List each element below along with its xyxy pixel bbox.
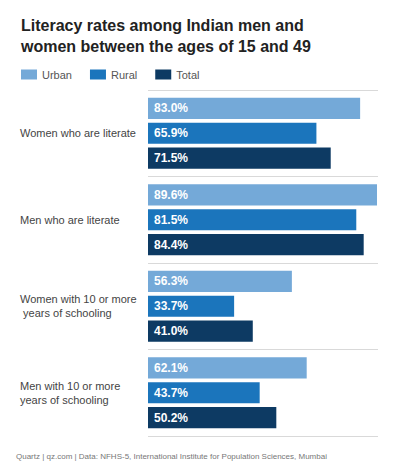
svg-text:Quartz | qz.com | Data: NFHS-5: Quartz | qz.com | Data: NFHS-5, Internat… bbox=[16, 452, 327, 461]
svg-text:Women with 10 or more: Women with 10 or more bbox=[20, 293, 137, 305]
svg-text:89.6%: 89.6% bbox=[154, 188, 188, 202]
svg-text:Literacy rates among Indian me: Literacy rates among Indian men and bbox=[21, 17, 308, 34]
svg-text:Rural: Rural bbox=[111, 69, 137, 81]
svg-text:Women who are literate: Women who are literate bbox=[20, 127, 136, 139]
svg-text:41.0%: 41.0% bbox=[154, 324, 188, 338]
svg-text:Total: Total bbox=[176, 69, 199, 81]
svg-text:56.3%: 56.3% bbox=[154, 274, 188, 288]
svg-text:71.5%: 71.5% bbox=[154, 151, 188, 165]
svg-text:Urban: Urban bbox=[42, 69, 72, 81]
svg-text:83.0%: 83.0% bbox=[154, 101, 188, 115]
svg-text:women between the ages of 15 a: women between the ages of 15 and 49 bbox=[20, 38, 311, 55]
svg-text:Men with 10 or more: Men with 10 or more bbox=[20, 380, 123, 392]
svg-text:65.9%: 65.9% bbox=[154, 126, 188, 140]
svg-text:84.4%: 84.4% bbox=[154, 238, 188, 252]
svg-text:50.2%: 50.2% bbox=[154, 411, 188, 425]
svg-text:years of schooling: years of schooling bbox=[20, 307, 112, 319]
svg-text:43.7%: 43.7% bbox=[154, 386, 188, 400]
svg-text:33.7%: 33.7% bbox=[154, 299, 188, 313]
svg-text:years of schooling: years of schooling bbox=[20, 394, 109, 406]
svg-text:Men who are literate: Men who are literate bbox=[20, 214, 120, 226]
svg-text:62.1%: 62.1% bbox=[154, 361, 188, 375]
svg-text:81.5%: 81.5% bbox=[154, 213, 188, 227]
